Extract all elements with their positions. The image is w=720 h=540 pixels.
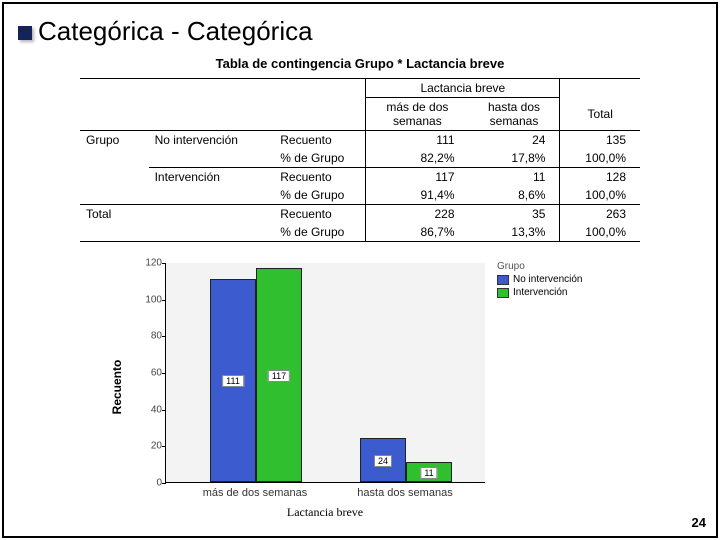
legend-title: Grupo xyxy=(497,261,582,272)
bar-value-label: 111 xyxy=(222,375,244,387)
legend: Grupo No intervención Intervención xyxy=(497,261,582,300)
bar-chart: Recuento 0204060801001201111172411 Lacta… xyxy=(125,255,605,519)
cell: 35 xyxy=(469,205,560,224)
cell: 263 xyxy=(560,205,640,224)
cell: 82,2% xyxy=(366,149,469,168)
stat-count: Recuento xyxy=(274,205,365,224)
bar-value-label: 11 xyxy=(420,467,437,479)
y-tick: 120 xyxy=(136,258,162,269)
cell: 91,4% xyxy=(366,186,469,205)
stat-pct: % de Grupo xyxy=(274,223,365,242)
x-axis-label: Lactancia breve xyxy=(287,505,363,520)
cell: 17,8% xyxy=(469,149,560,168)
legend-item: Intervención xyxy=(497,287,582,298)
cell: 100,0% xyxy=(560,186,640,205)
col1-header: más de dos semanas xyxy=(366,98,469,131)
cell: 100,0% xyxy=(560,149,640,168)
total-label: Total xyxy=(80,205,149,224)
cell: 135 xyxy=(560,131,640,150)
slide-title: Categórica - Categórica xyxy=(38,16,313,47)
bar-value-label: 24 xyxy=(374,455,392,467)
stat-count: Recuento xyxy=(274,131,365,150)
group0-label: No intervención xyxy=(149,131,275,150)
legend-swatch xyxy=(497,275,509,285)
table-title: Tabla de contingencia Grupo * Lactancia … xyxy=(0,56,720,71)
stat-pct: % de Grupo xyxy=(274,186,365,205)
y-tick: 80 xyxy=(136,331,162,342)
page-number: 24 xyxy=(692,515,706,530)
row-var-label: Grupo xyxy=(80,131,149,150)
col-total-header: Total xyxy=(560,98,640,131)
legend-item: No intervención xyxy=(497,274,582,285)
y-tick: 40 xyxy=(136,404,162,415)
plot-area: 0204060801001201111172411 xyxy=(165,263,485,483)
cell: 8,6% xyxy=(469,186,560,205)
stat-pct: % de Grupo xyxy=(274,149,365,168)
cell: 13,3% xyxy=(469,223,560,242)
bar-value-label: 117 xyxy=(268,370,290,382)
stat-count: Recuento xyxy=(274,168,365,187)
y-tick: 60 xyxy=(136,368,162,379)
cell: 11 xyxy=(469,168,560,187)
x-category-label: más de dos semanas xyxy=(203,487,308,499)
group1-label: Intervención xyxy=(149,168,275,187)
y-axis-label: Recuento xyxy=(110,360,124,415)
legend-swatch xyxy=(497,288,509,298)
x-category-label: hasta dos semanas xyxy=(357,487,452,499)
y-tick: 100 xyxy=(136,294,162,305)
cell: 100,0% xyxy=(560,223,640,242)
cell: 86,7% xyxy=(366,223,469,242)
cell: 128 xyxy=(560,168,640,187)
cell: 111 xyxy=(366,131,469,150)
col-super-header: Lactancia breve xyxy=(366,79,560,98)
legend-label: No intervención xyxy=(513,274,582,285)
y-tick: 20 xyxy=(136,441,162,452)
cell: 228 xyxy=(366,205,469,224)
cell: 24 xyxy=(469,131,560,150)
title-bullet xyxy=(18,26,32,40)
col2-header: hasta dos semanas xyxy=(469,98,560,131)
y-tick: 0 xyxy=(136,478,162,489)
legend-label: Intervención xyxy=(513,287,567,298)
contingency-table: Lactancia breve más de dos semanas hasta… xyxy=(80,78,640,242)
cell: 117 xyxy=(366,168,469,187)
